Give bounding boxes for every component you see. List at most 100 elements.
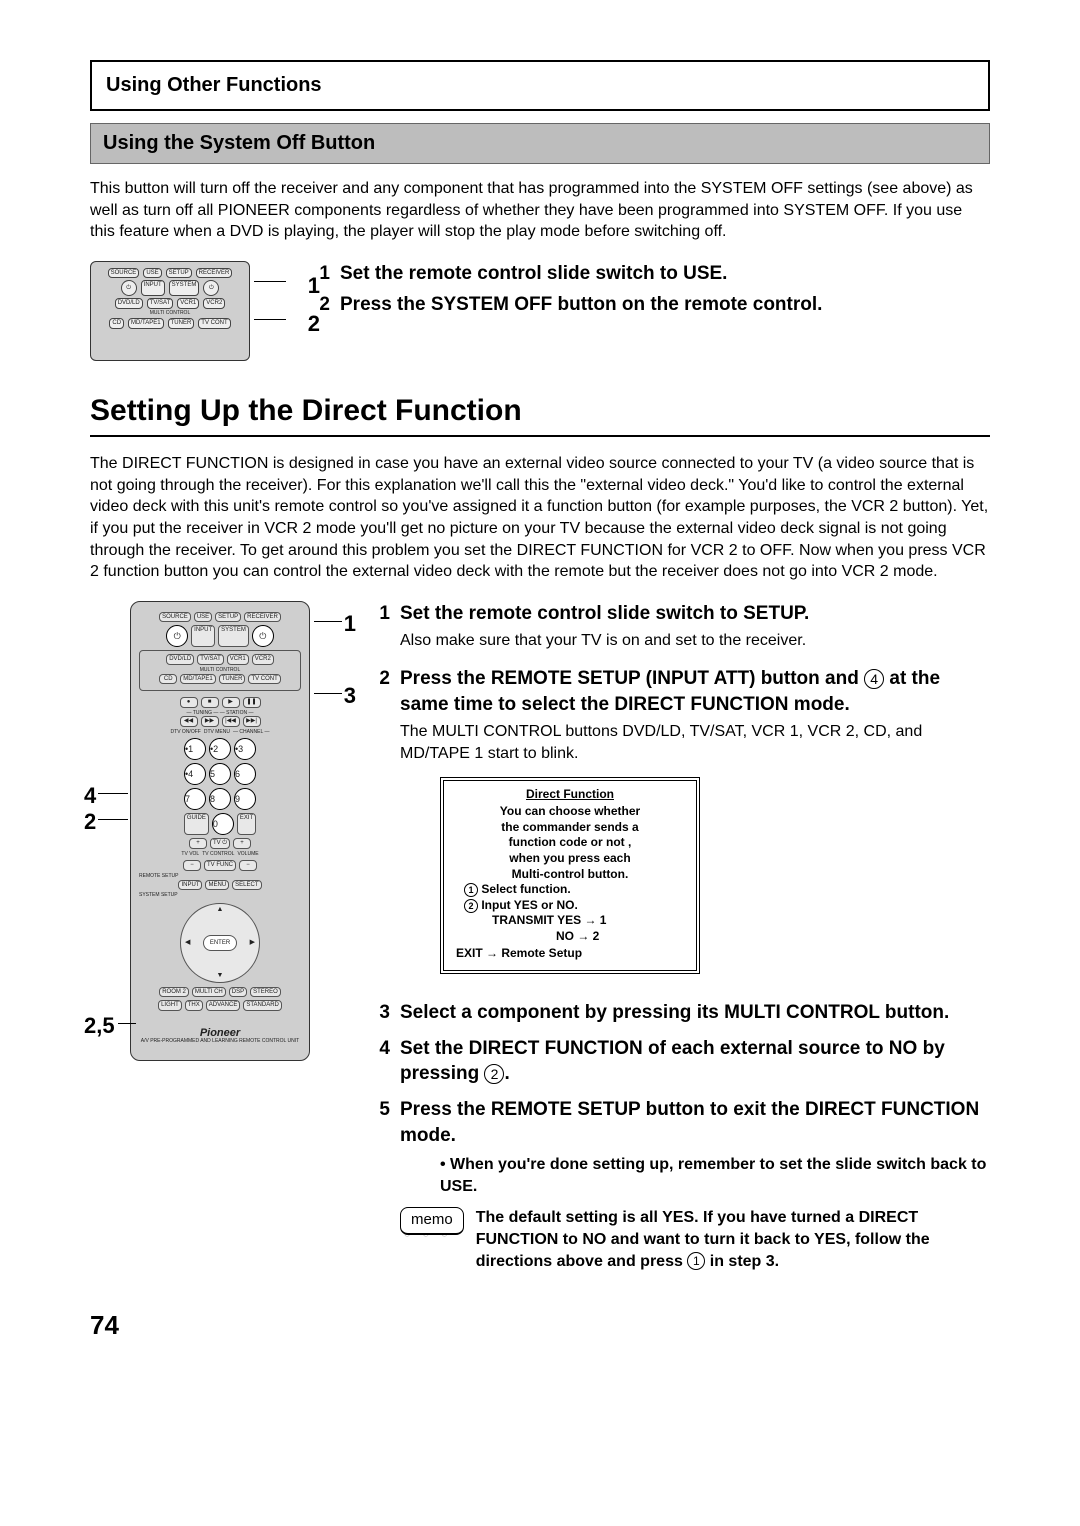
step-body: Press the REMOTE SETUP button to exit th… [400,1097,990,1272]
rs-lbl: USE [143,268,161,279]
step-text: Select a component by pressing its MULTI… [400,1000,990,1026]
dpad-right-icon: ▶ [250,939,255,947]
df-item-text: Input YES or NO. [481,898,577,912]
rl-btn: + [233,838,251,849]
df-title: Direct Function [456,787,684,803]
rs-lbl: SOURCE [108,268,140,279]
rl-btn: MULTI CH [192,987,226,998]
rl-lbl: DTV MENU [204,730,230,736]
dpad: ENTER ▲ ▼ ◀ ▶ [180,903,260,983]
step-body: Set the DIRECT FUNCTION of each external… [400,1036,990,1087]
rs-btn: CD [109,318,124,329]
rl-lbl: VOLUME [237,852,258,858]
leader-line [98,819,128,820]
rl-btn: DSP [229,987,247,998]
step-text-post: . [504,1063,509,1084]
rl-btn: ● [180,697,198,708]
step-subtext: Also make sure that your TV is on and se… [400,630,990,652]
callout-right-1: 1 [344,609,356,639]
df-transmit: NO → 2 [556,929,684,945]
main-heading: Setting Up the Direct Function [90,391,990,438]
circled-number-icon: 2 [464,899,478,913]
rl-btn: ⏻ [252,625,274,647]
dpad-down-icon: ▼ [217,972,224,980]
df-line: function code or not , [456,835,684,851]
step-text: Set the remote control slide switch to S… [400,603,809,624]
rl-lbl: DTV ON/OFF [171,730,201,736]
rs-lbl: SETUP [166,268,192,279]
memo-box: memo [400,1207,464,1234]
rs-btn: TV/SAT [147,298,174,309]
circled-number-icon: 4 [864,669,884,689]
section1-para: This button will turn off the receiver a… [90,178,990,243]
callout-right-3: 3 [344,681,356,711]
rs-btn: MD/TAPE1 [128,318,164,329]
remote-diagram-large: 4 2 2,5 1 3 SOURCE USE SETUP RECEIVER ⏻ … [90,601,350,1062]
rs-btn: ⏻ [203,280,219,296]
memo-row: memo The default setting is all YES. If … [400,1207,990,1272]
leader-line [118,1023,136,1024]
dpad-left-icon: ◀ [185,939,190,947]
step-text-pre: Press the REMOTE SETUP (INPUT ATT) butto… [400,668,864,689]
rl-btn: ◀◀ [180,716,198,727]
step-bullet-text: When you're done setting up, remember to… [440,1156,986,1195]
rl-btn: SELECT [232,880,261,891]
rl-btn: TV/SAT [197,654,224,665]
step-num: 2 [370,666,390,994]
step-text: Set the remote control slide switch to U… [340,261,990,287]
rs-btn: TUNER [168,318,195,329]
rl-btn: LIGHT [158,1000,182,1011]
numpad-key: •1 [184,738,206,760]
df-exit: EXIT → Remote Setup [456,946,684,962]
numpad-key: 0 [212,813,234,835]
step-row: 1 Set the remote control slide switch to… [370,601,990,652]
step-text: Press the REMOTE SETUP button to exit th… [400,1099,979,1146]
step-text-pre: Set the DIRECT FUNCTION of each external… [400,1038,945,1085]
df-item-text: Select function. [481,882,570,896]
remote-diagram-small: SOURCE USE SETUP RECEIVER ⏻ INPUT SYSTEM… [90,261,290,361]
rs-btn: VCR1 [177,298,199,309]
step-row: 5 Press the REMOTE SETUP button to exit … [370,1097,990,1272]
leader-line [98,793,128,794]
rl-btn: ⏻ [166,625,188,647]
section1-row: SOURCE USE SETUP RECEIVER ⏻ INPUT SYSTEM… [90,261,990,361]
step-num: 3 [370,1000,390,1026]
step-row: 1 Set the remote control slide switch to… [310,261,990,287]
callout-1: 1 [308,271,320,301]
rl-btn: ROOM 2 [159,987,189,998]
rs-btn: INPUT [141,280,165,296]
direct-function-screen: Direct Function You can choose whether t… [440,777,700,975]
circled-number-icon: 2 [484,1064,504,1084]
step-num: 4 [370,1036,390,1087]
rs-btn: VCR2 [203,298,225,309]
rl-btn: STANDARD [243,1000,282,1011]
numpad-key: 7 [184,788,206,810]
rl-lbl: — CHANNEL — [233,730,270,736]
numpad-key: 8 [209,788,231,810]
rl-btn: − [239,860,257,871]
rl-btn: ▶▶| [243,716,261,727]
page-number: 74 [90,1308,990,1343]
df-line: You can choose whether [456,804,684,820]
leader-line [254,281,286,282]
leader-line [254,319,286,320]
rl-btn: MD/TAPE1 [180,674,216,685]
remote-large-body: SOURCE USE SETUP RECEIVER ⏻ INPUT SYSTEM… [130,601,310,1062]
circled-number-icon: 1 [464,883,478,897]
rs-lbl: RECEIVER [196,268,233,279]
step-num: 1 [370,601,390,652]
rl-btn: DVD/LD [166,654,194,665]
section1-bar: Using the System Off Button [90,123,990,164]
rl-btn: MENU [205,880,229,891]
rl-btn: THX [185,1000,203,1011]
rl-btn: TV ⏻ [210,838,230,849]
header-box: Using Other Functions [90,60,990,111]
section1-steps: 1 Set the remote control slide switch to… [310,261,990,324]
rl-btn: VCR1 [227,654,249,665]
rs-btn: TV CONT [198,318,230,329]
rl-btn: TV FUNC [204,860,236,871]
rl-btn: INPUT [191,625,215,647]
rl-btn: CD [159,674,177,685]
rl-ss-lbl: SYSTEM SETUP [139,893,301,899]
brand-sub: A/V PRE-PROGRAMMED AND LEARNING REMOTE C… [139,1039,301,1045]
